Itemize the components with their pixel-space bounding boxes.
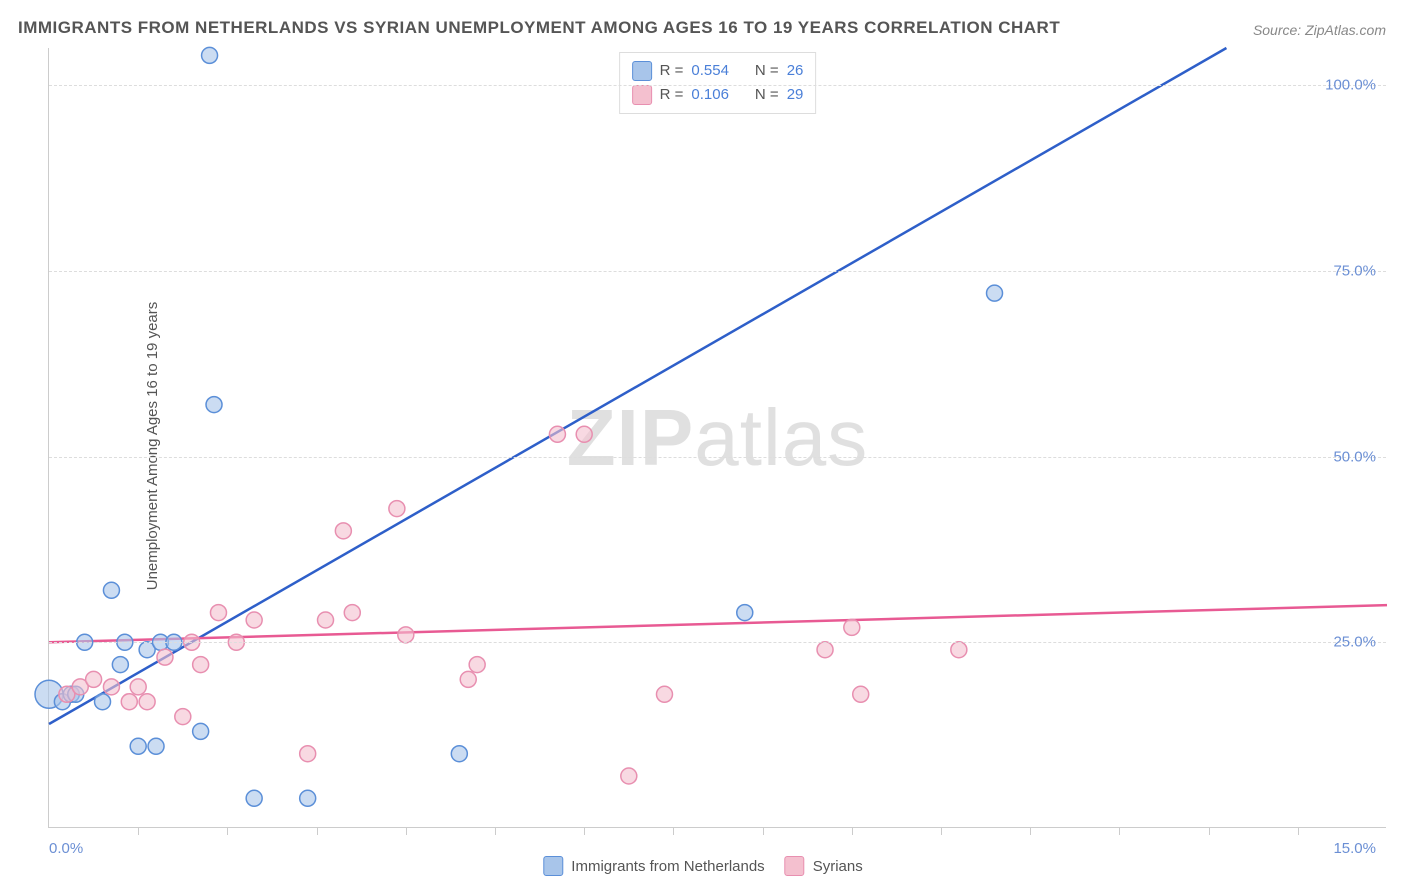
x-tick: [406, 827, 407, 835]
data-point: [469, 657, 485, 673]
data-point: [130, 738, 146, 754]
data-point: [112, 657, 128, 673]
data-point: [95, 694, 111, 710]
trend-line: [49, 48, 1226, 724]
data-point: [656, 686, 672, 702]
legend-label: Syrians: [813, 858, 863, 875]
legend-swatch: [632, 61, 652, 81]
y-tick-label: 25.0%: [1333, 634, 1376, 651]
grid-line: [49, 85, 1386, 86]
n-label: N =: [755, 59, 779, 83]
grid-line: [49, 457, 1386, 458]
x-tick: [227, 827, 228, 835]
data-point: [460, 671, 476, 687]
x-tick: [584, 827, 585, 835]
x-tick: [317, 827, 318, 835]
legend-correlation: R = 0.554 N = 26 R = 0.106 N = 29: [619, 52, 817, 114]
grid-line: [49, 642, 1386, 643]
scatter-svg: [49, 48, 1387, 828]
x-tick: [1119, 827, 1120, 835]
data-point: [335, 523, 351, 539]
data-point: [157, 649, 173, 665]
data-point: [344, 605, 360, 621]
data-point: [987, 285, 1003, 301]
data-point: [86, 671, 102, 687]
data-point: [844, 619, 860, 635]
data-point: [576, 426, 592, 442]
n-value: 26: [787, 59, 804, 83]
data-point: [206, 397, 222, 413]
legend-swatch: [632, 85, 652, 105]
legend-series: Immigrants from Netherlands Syrians: [543, 856, 862, 876]
y-tick-label: 100.0%: [1325, 77, 1376, 94]
legend-row: R = 0.106 N = 29: [632, 83, 804, 107]
data-point: [246, 612, 262, 628]
x-tick-label: 15.0%: [1333, 840, 1376, 857]
data-point: [193, 723, 209, 739]
data-point: [817, 642, 833, 658]
x-tick-label: 0.0%: [49, 840, 83, 857]
x-tick: [673, 827, 674, 835]
legend-item: Syrians: [785, 856, 863, 876]
x-tick: [495, 827, 496, 835]
data-point: [148, 738, 164, 754]
data-point: [121, 694, 137, 710]
data-point: [246, 790, 262, 806]
legend-item: Immigrants from Netherlands: [543, 856, 764, 876]
legend-swatch: [543, 856, 563, 876]
data-point: [853, 686, 869, 702]
data-point: [175, 709, 191, 725]
plot-area: ZIPatlas R =0.554N =26R =0.106N =29 25.0…: [48, 48, 1386, 828]
x-tick: [852, 827, 853, 835]
y-tick-label: 75.0%: [1333, 262, 1376, 279]
source-attribution: Source: ZipAtlas.com: [1253, 22, 1386, 38]
x-tick: [1298, 827, 1299, 835]
data-point: [621, 768, 637, 784]
data-point: [210, 605, 226, 621]
x-tick: [763, 827, 764, 835]
x-tick: [138, 827, 139, 835]
data-point: [737, 605, 753, 621]
x-tick: [941, 827, 942, 835]
data-point: [103, 582, 119, 598]
r-value: 0.106: [691, 83, 729, 107]
x-tick: [1209, 827, 1210, 835]
legend-row: R = 0.554 N = 26: [632, 59, 804, 83]
n-value: 29: [787, 83, 804, 107]
r-label: R =: [660, 83, 684, 107]
data-point: [130, 679, 146, 695]
r-value: 0.554: [691, 59, 729, 83]
data-point: [318, 612, 334, 628]
data-point: [451, 746, 467, 762]
grid-line: [49, 271, 1386, 272]
data-point: [300, 746, 316, 762]
data-point: [398, 627, 414, 643]
n-label: N =: [755, 83, 779, 107]
data-point: [951, 642, 967, 658]
data-point: [193, 657, 209, 673]
legend-swatch: [785, 856, 805, 876]
x-tick: [1030, 827, 1031, 835]
data-point: [300, 790, 316, 806]
chart-title: IMMIGRANTS FROM NETHERLANDS VS SYRIAN UN…: [18, 18, 1060, 38]
r-label: R =: [660, 59, 684, 83]
legend-label: Immigrants from Netherlands: [571, 858, 764, 875]
data-point: [103, 679, 119, 695]
data-point: [549, 426, 565, 442]
data-point: [389, 501, 405, 517]
data-point: [202, 47, 218, 63]
y-tick-label: 50.0%: [1333, 448, 1376, 465]
data-point: [139, 694, 155, 710]
